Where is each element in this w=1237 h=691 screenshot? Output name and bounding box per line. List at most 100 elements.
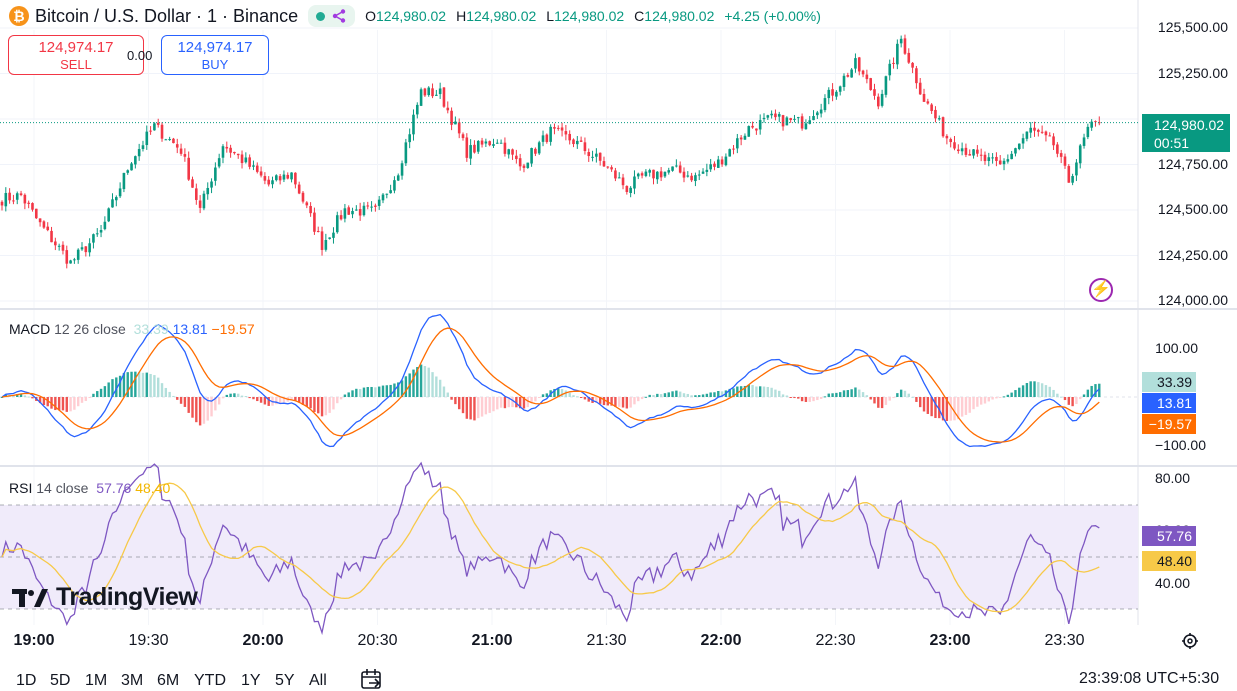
- candle[interactable]: [896, 43, 899, 65]
- candle[interactable]: [1021, 138, 1025, 144]
- candle[interactable]: [73, 259, 76, 261]
- candle[interactable]: [1094, 121, 1097, 123]
- candle[interactable]: [107, 208, 110, 222]
- candle[interactable]: [728, 149, 732, 157]
- candle[interactable]: [484, 141, 488, 144]
- candle[interactable]: [1090, 121, 1093, 128]
- candle[interactable]: [198, 200, 202, 208]
- candle[interactable]: [221, 146, 225, 158]
- candle[interactable]: [187, 157, 190, 180]
- candle[interactable]: [934, 109, 937, 119]
- candle[interactable]: [65, 250, 69, 264]
- candle[interactable]: [556, 127, 560, 129]
- candle[interactable]: [534, 148, 537, 154]
- candle[interactable]: [865, 74, 869, 80]
- candle[interactable]: [1006, 159, 1010, 162]
- range-button-6m[interactable]: 6M: [157, 672, 180, 689]
- candle[interactable]: [313, 212, 316, 232]
- candle[interactable]: [164, 139, 168, 141]
- candle[interactable]: [324, 240, 328, 250]
- candle[interactable]: [598, 152, 602, 161]
- candle[interactable]: [846, 75, 850, 77]
- candle[interactable]: [652, 169, 655, 179]
- candle[interactable]: [42, 221, 46, 228]
- candle[interactable]: [393, 180, 396, 191]
- candle[interactable]: [488, 141, 491, 146]
- candle[interactable]: [507, 149, 511, 155]
- candle[interactable]: [774, 113, 777, 118]
- candle[interactable]: [1033, 127, 1036, 131]
- candle[interactable]: [271, 180, 274, 185]
- candle[interactable]: [842, 75, 846, 87]
- candle[interactable]: [991, 157, 994, 159]
- candle[interactable]: [720, 159, 724, 165]
- candle[interactable]: [515, 155, 518, 160]
- candle[interactable]: [389, 190, 392, 194]
- candle[interactable]: [610, 167, 613, 170]
- candle[interactable]: [351, 211, 354, 215]
- candle[interactable]: [145, 131, 149, 146]
- range-button-1d[interactable]: 1D: [16, 672, 37, 689]
- candle[interactable]: [686, 175, 690, 177]
- candle[interactable]: [591, 156, 594, 158]
- candle[interactable]: [606, 166, 610, 168]
- candle[interactable]: [949, 139, 952, 143]
- share-icon[interactable]: [331, 8, 347, 24]
- rsi-legend[interactable]: RSI 14 close 57.76 48.40: [9, 480, 170, 496]
- candle[interactable]: [473, 144, 476, 153]
- candle[interactable]: [69, 260, 72, 264]
- candle[interactable]: [659, 171, 663, 178]
- candle[interactable]: [263, 176, 267, 181]
- candle[interactable]: [282, 174, 286, 180]
- candle[interactable]: [640, 173, 644, 176]
- candle[interactable]: [713, 163, 716, 167]
- candle[interactable]: [492, 144, 495, 146]
- candle[interactable]: [496, 142, 499, 144]
- candle[interactable]: [1097, 122, 1101, 124]
- candle[interactable]: [831, 89, 834, 96]
- candle[interactable]: [309, 205, 312, 214]
- candle[interactable]: [1010, 153, 1013, 160]
- candle[interactable]: [587, 152, 591, 157]
- candle[interactable]: [400, 163, 404, 176]
- candle[interactable]: [621, 177, 625, 186]
- candle[interactable]: [99, 230, 103, 233]
- candle[interactable]: [976, 149, 979, 154]
- candle[interactable]: [888, 63, 892, 76]
- candle[interactable]: [705, 169, 709, 172]
- candle[interactable]: [503, 142, 507, 154]
- candle[interactable]: [560, 127, 564, 131]
- candle[interactable]: [903, 38, 907, 54]
- candle[interactable]: [850, 69, 853, 78]
- candle[interactable]: [953, 142, 956, 149]
- candle[interactable]: [819, 109, 823, 114]
- candle[interactable]: [930, 104, 933, 112]
- candle[interactable]: [812, 116, 815, 121]
- candle[interactable]: [84, 246, 88, 253]
- candle[interactable]: [614, 170, 617, 179]
- candle[interactable]: [412, 114, 415, 135]
- clock-timezone[interactable]: 23:39:08 UTC+5:30: [1079, 670, 1220, 687]
- candle[interactable]: [892, 62, 895, 64]
- candle[interactable]: [732, 148, 735, 150]
- candle[interactable]: [172, 138, 175, 144]
- candle[interactable]: [160, 124, 164, 139]
- candle[interactable]: [149, 130, 152, 132]
- candle[interactable]: [76, 249, 80, 260]
- candle[interactable]: [175, 144, 179, 148]
- candle[interactable]: [156, 122, 160, 125]
- candle[interactable]: [229, 147, 232, 153]
- candle[interactable]: [195, 188, 198, 200]
- candle[interactable]: [168, 139, 171, 141]
- candle[interactable]: [423, 88, 427, 96]
- candle[interactable]: [1029, 127, 1032, 133]
- candle[interactable]: [682, 171, 686, 178]
- symbol-title[interactable]: Bitcoin / U.S. Dollar · 1 · Binance: [35, 5, 299, 26]
- candle[interactable]: [57, 245, 61, 247]
- candle[interactable]: [835, 91, 838, 97]
- candle[interactable]: [530, 148, 533, 164]
- candle[interactable]: [816, 112, 819, 116]
- candle[interactable]: [644, 171, 648, 176]
- candle[interactable]: [572, 139, 575, 145]
- candle[interactable]: [884, 76, 888, 95]
